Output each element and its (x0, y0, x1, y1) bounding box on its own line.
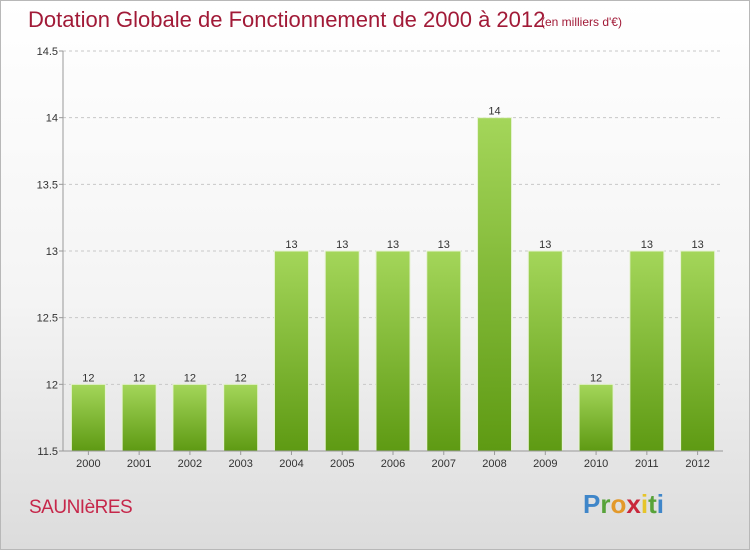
data-label: 12 (133, 372, 145, 384)
y-tick-label: 14.5 (37, 46, 58, 58)
logo-letter: i (640, 489, 649, 519)
bar (477, 117, 513, 452)
x-tick-label: 2008 (482, 458, 506, 470)
bar (121, 383, 157, 452)
logo-letter: r (600, 489, 611, 519)
bar (578, 383, 614, 452)
bar (426, 250, 462, 452)
bar (680, 250, 716, 452)
proxiti-logo[interactable]: Proxiti (583, 489, 664, 520)
x-tick-label: 2007 (432, 458, 456, 470)
bar (527, 250, 563, 452)
chart-unit: (en milliers d'€) (541, 15, 622, 29)
logo-letter: i (656, 489, 664, 519)
labels: 11.5 12 12.5 13 13.5 14 14.5 12 2000 12 2001 12 2002… (37, 46, 710, 470)
x-tick-label: 2000 (76, 458, 100, 470)
x-tick-label: 2003 (228, 458, 252, 470)
logo-letter: P (583, 489, 601, 519)
x-tick-label: 2001 (127, 458, 151, 470)
x-tick-label: 2006 (381, 458, 405, 470)
bars (70, 117, 716, 452)
data-label: 13 (539, 239, 551, 251)
chart-title: Dotation Globale de Fonctionnement de 20… (28, 7, 546, 32)
data-label: 13 (691, 239, 703, 251)
data-label: 12 (82, 372, 94, 384)
bar (70, 383, 106, 452)
data-label: 13 (285, 239, 297, 251)
y-tick-label: 12.5 (37, 313, 58, 325)
data-label: 12 (590, 372, 602, 384)
logo-letter: o (610, 489, 627, 519)
commune-name: SAUNIèRES (29, 497, 133, 518)
bar (223, 383, 259, 452)
y-tick-label: 13 (46, 246, 58, 258)
logo-letter: x (626, 489, 641, 519)
axes (59, 50, 723, 455)
data-label: 12 (184, 372, 196, 384)
y-tick-label: 14 (46, 113, 58, 125)
data-label: 13 (438, 239, 450, 251)
x-tick-label: 2004 (279, 458, 303, 470)
y-tick-label: 13.5 (37, 179, 58, 191)
data-label: 13 (641, 239, 653, 251)
y-tick-label: 12 (46, 379, 58, 391)
data-label: 13 (336, 239, 348, 251)
x-tick-label: 2011 (635, 458, 659, 470)
y-tick-label: 11.5 (37, 446, 58, 458)
x-tick-label: 2009 (533, 458, 557, 470)
bar (324, 250, 360, 452)
x-tick-label: 2002 (178, 458, 202, 470)
data-label: 12 (235, 372, 247, 384)
x-tick-label: 2012 (685, 458, 709, 470)
bar (629, 250, 665, 452)
x-tick-label: 2005 (330, 458, 354, 470)
x-tick-label: 2010 (584, 458, 608, 470)
bar (273, 250, 309, 452)
logo-letter: t (648, 489, 657, 519)
data-label: 14 (488, 106, 500, 118)
bar (172, 383, 208, 452)
bar (375, 250, 411, 452)
data-label: 13 (387, 239, 399, 251)
